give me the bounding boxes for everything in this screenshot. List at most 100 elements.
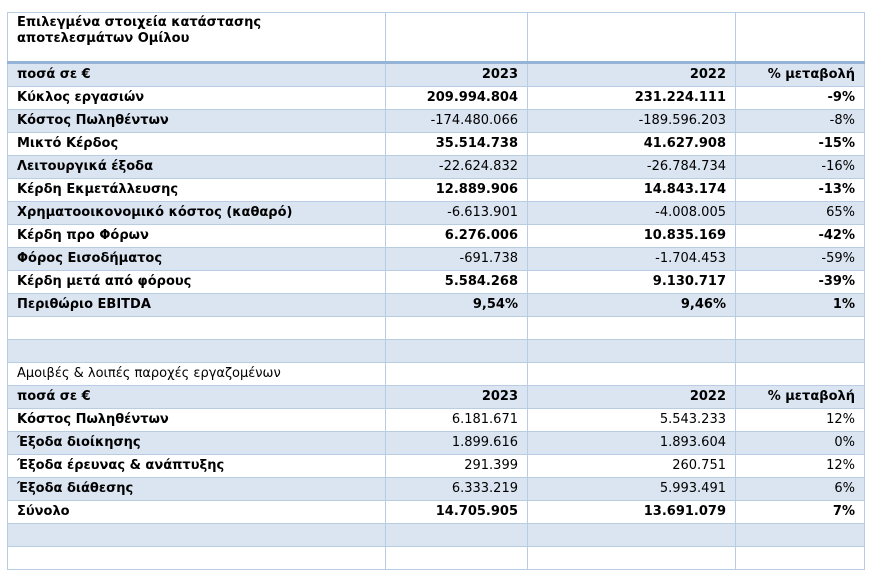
cell [735,316,865,340]
cell: Έξοδα έρευνας & ανάπτυξης [7,454,386,478]
cell: 231.224.111 [527,86,736,110]
cell [385,362,528,386]
cell: 6.333.219 [385,477,528,501]
financial-table: Επιλεγμένα στοιχεία κατάστασης αποτελεσμ… [7,12,865,570]
cell: -4.008.005 [527,201,736,225]
cell [527,12,736,63]
table-body: Επιλεγμένα στοιχεία κατάστασης αποτελεσμ… [7,12,865,570]
cell: -16% [735,155,865,179]
cell: 65% [735,201,865,225]
data-row: Περιθώριο EBITDA 9,54% 9,46% 1% [7,293,865,317]
cell [385,339,528,363]
data-row: Έξοδα διοίκησης 1.899.616 1.893.604 0% [7,431,865,455]
cell: Περιθώριο EBITDA [7,293,386,317]
cell: -39% [735,270,865,294]
cell: -8% [735,109,865,133]
cell: 0% [735,431,865,455]
data-row: Κύκλος εργασιών 209.994.804 231.224.111 -9% [7,86,865,110]
cell: Κύκλος εργασιών [7,86,386,110]
cell [735,523,865,547]
blank-row [7,546,865,570]
cell: Κέρδη προ Φόρων [7,224,386,248]
table-title-row: Αμοιβές & λοιπές παροχές εργαζομένων [7,362,865,386]
cell: -42% [735,224,865,248]
cell: Αμοιβές & λοιπές παροχές εργαζομένων [7,362,386,386]
cell: -13% [735,178,865,202]
data-row: Σύνολο 14.705.905 13.691.079 7% [7,500,865,524]
cell: 6.276.006 [385,224,528,248]
data-row: Έξοδα έρευνας & ανάπτυξης 291.399 260.751 1… [7,454,865,478]
data-row: Φόρος Εισοδήματος -691.738 -1.704.453 -59% [7,247,865,271]
cell [735,362,865,386]
cell: 10.835.169 [527,224,736,248]
cell: 9,46% [527,293,736,317]
cell: Έξοδα διάθεσης [7,477,386,501]
cell [735,339,865,363]
blank-row [7,339,865,363]
cell: -174.480.066 [385,109,528,133]
cell: Κέρδη μετά από φόρους [7,270,386,294]
cell [527,523,736,547]
cell [7,316,386,340]
cell: Κόστος Πωληθέντων [7,109,386,133]
data-row: Κέρδη μετά από φόρους 5.584.268 9.130.717-… [7,270,865,294]
cell: 5.584.268 [385,270,528,294]
data-row: Λειτουργικά έξοδα -22.624.832 -26.784.734-… [7,155,865,179]
cell: -1.704.453 [527,247,736,271]
header-row: ποσά σε €2023 2022% μεταβολή [7,61,865,87]
cell [7,339,386,363]
cell [527,546,736,570]
blank-row [7,316,865,340]
cell: -9% [735,86,865,110]
data-row: Κέρδη προ Φόρων 6.276.006 10.835.169 -42% [7,224,865,248]
table-title-row: Επιλεγμένα στοιχεία κατάστασης αποτελεσμ… [7,12,865,63]
cell: 12% [735,408,865,432]
cell: -189.596.203 [527,109,736,133]
cell [385,316,528,340]
data-row: Μικτό Κέρδος 35.514.738 41.627.908 -15% [7,132,865,156]
cell: % μεταβολή [735,385,865,409]
cell: 5.993.491 [527,477,736,501]
cell: 9,54% [385,293,528,317]
cell: ποσά σε € [7,385,386,409]
cell: 291.399 [385,454,528,478]
cell: 1% [735,293,865,317]
cell [527,339,736,363]
cell [385,523,528,547]
cell: 6% [735,477,865,501]
cell: Μικτό Κέρδος [7,132,386,156]
cell: 2023 [385,385,528,409]
cell: % μεταβολή [735,61,865,87]
cell: Κέρδη Εκμετάλλευσης [7,178,386,202]
cell: 2022 [527,385,736,409]
cell: -59% [735,247,865,271]
blank-row [7,523,865,547]
cell: 13.691.079 [527,500,736,524]
data-row: Χρηματοοικονομικό κόστος (καθαρό) -6.613.… [7,201,865,225]
cell: Έξοδα διοίκησης [7,431,386,455]
cell: 2022 [527,61,736,87]
cell: -6.613.901 [385,201,528,225]
header-row: ποσά σε €2023 2022% μεταβολή [7,385,865,409]
cell: 209.994.804 [385,86,528,110]
cell: Σύνολο [7,500,386,524]
cell: Φόρος Εισοδήματος [7,247,386,271]
cell: 41.627.908 [527,132,736,156]
cell: 7% [735,500,865,524]
data-row: Έξοδα διάθεσης 6.333.219 5.993.491 6% [7,477,865,501]
cell: 260.751 [527,454,736,478]
data-row: Κέρδη Εκμετάλλευσης 12.889.906 14.843.174-… [7,178,865,202]
cell: 1.893.604 [527,431,736,455]
cell: 1.899.616 [385,431,528,455]
cell: 14.843.174 [527,178,736,202]
cell: Επιλεγμένα στοιχεία κατάστασης αποτελεσμ… [7,12,386,63]
cell: 12.889.906 [385,178,528,202]
cell [527,316,736,340]
cell: 35.514.738 [385,132,528,156]
cell [735,546,865,570]
cell [385,546,528,570]
cell: Κόστος Πωληθέντων [7,408,386,432]
cell: 9.130.717 [527,270,736,294]
cell: 6.181.671 [385,408,528,432]
